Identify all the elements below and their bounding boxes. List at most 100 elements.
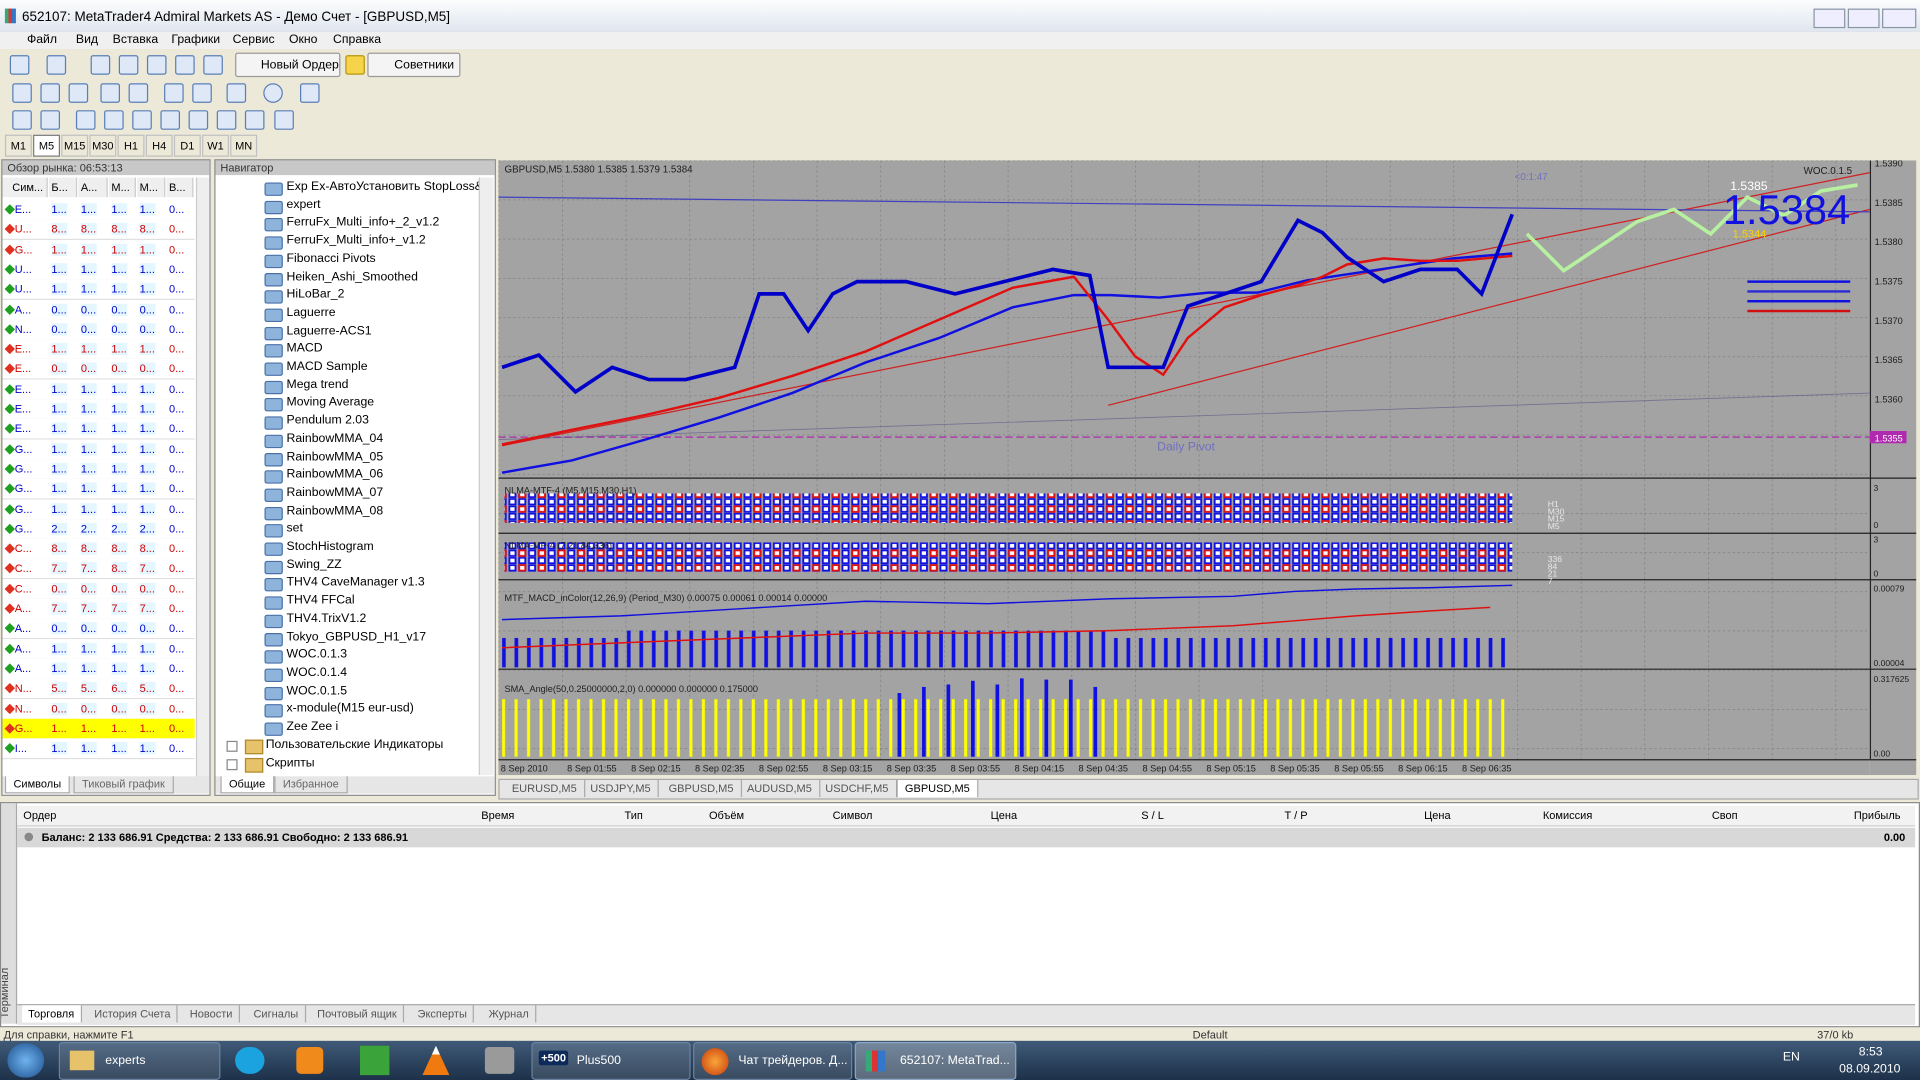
- indicators-icon[interactable]: [226, 83, 247, 103]
- column-header[interactable]: Цена: [1424, 809, 1451, 822]
- taskbar-item[interactable]: Чат трейдеров. Д...: [693, 1042, 853, 1080]
- navigator-item[interactable]: MACD: [286, 341, 323, 356]
- balance-row[interactable]: Баланс: 2 133 686.91 Средства: 2 133 686…: [17, 827, 1916, 848]
- column-header[interactable]: Объём: [708, 809, 745, 822]
- chart-tab[interactable]: AUDUSD,M5: [740, 780, 821, 798]
- column-header[interactable]: М...: [137, 177, 166, 198]
- column-header[interactable]: Б...: [48, 177, 78, 198]
- terminal-tab[interactable]: История Счета: [88, 1005, 178, 1023]
- market-row[interactable]: G... 1... 1... 1... 1... 0...: [2, 239, 195, 261]
- close-button[interactable]: [1882, 8, 1917, 29]
- market-row[interactable]: G... 1... 1... 1... 1... 0...: [2, 479, 195, 500]
- market-row[interactable]: C... 8... 8... 8... 8... 0...: [2, 538, 195, 560]
- column-header[interactable]: Прибыль: [1853, 809, 1901, 822]
- panel-tab[interactable]: Избранное: [274, 776, 348, 794]
- crosshair-icon[interactable]: [40, 110, 60, 130]
- column-header[interactable]: Тип: [624, 809, 643, 822]
- navigator-item[interactable]: THV4 FFCal: [286, 593, 355, 608]
- zoom-in-icon[interactable]: [100, 83, 120, 103]
- new-order-button[interactable]: Новый Ордер: [235, 52, 341, 78]
- market-row[interactable]: A... 0... 0... 0... 0... 0...: [2, 618, 195, 640]
- profiles-icon[interactable]: [46, 55, 67, 75]
- navigator-item[interactable]: Mega trend: [286, 377, 349, 392]
- market-row[interactable]: E... 0... 0... 0... 0... 0...: [2, 359, 195, 381]
- navigator-item[interactable]: WOC.0.1.5: [286, 683, 348, 698]
- navigator-item[interactable]: RainbowMMA_07: [286, 485, 384, 500]
- navigator-item[interactable]: WOC.0.1.4: [286, 665, 348, 680]
- market-row[interactable]: G... 1... 1... 1... 1... 0...: [2, 498, 195, 520]
- market-row[interactable]: G... 1... 1... 1... 1... 0...: [2, 459, 195, 480]
- panel-tab[interactable]: Тиковый график: [73, 776, 174, 794]
- market-row[interactable]: U... 1... 1... 1... 1... 0...: [2, 259, 195, 281]
- market-row[interactable]: A... 0... 0... 0... 0... 0...: [2, 299, 195, 321]
- fibo-icon[interactable]: [188, 110, 209, 130]
- tree-toggle[interactable]: [226, 740, 238, 752]
- terminal-tab[interactable]: Новости: [184, 1005, 240, 1023]
- candle-chart-icon[interactable]: [40, 83, 60, 103]
- arrows-icon[interactable]: [274, 110, 294, 130]
- column-header[interactable]: T / P: [1284, 809, 1308, 822]
- hline-icon[interactable]: [104, 110, 124, 130]
- navigator-item[interactable]: Fibonacci Pivots: [286, 251, 376, 266]
- vline-icon[interactable]: [75, 110, 96, 130]
- data-window-icon[interactable]: [118, 55, 139, 75]
- navigator-item[interactable]: expert: [286, 197, 321, 212]
- market-row[interactable]: N... 0... 0... 0... 0... 0...: [2, 319, 195, 341]
- column-header[interactable]: А...: [78, 177, 108, 198]
- navigator-item[interactable]: FerruFx_Multi_info+_v1.2: [286, 233, 426, 248]
- column-header[interactable]: Своп: [1711, 809, 1738, 822]
- templates-icon[interactable]: [300, 83, 320, 103]
- timeframe-button[interactable]: M30: [89, 134, 117, 157]
- experts-button[interactable]: Советники: [367, 52, 461, 78]
- navigator-item[interactable]: WOC.0.1.3: [286, 647, 348, 662]
- market-row[interactable]: E... 1... 1... 1... 1... 0...: [2, 339, 195, 361]
- bar-chart-icon[interactable]: [12, 83, 32, 103]
- menu-item[interactable]: Сервис: [232, 33, 275, 47]
- terminal-tab[interactable]: Эксперты: [411, 1005, 475, 1023]
- menu-item[interactable]: Вставка: [112, 33, 159, 47]
- timeframe-button[interactable]: M1: [4, 134, 32, 157]
- minimize-button[interactable]: [1813, 8, 1846, 29]
- text-icon[interactable]: [216, 110, 237, 130]
- timeframe-button[interactable]: M5: [33, 134, 60, 157]
- timeframe-button[interactable]: MN: [230, 134, 258, 157]
- column-header[interactable]: Комиссия: [1542, 809, 1593, 822]
- navigator-item[interactable]: Swing_ZZ: [286, 557, 342, 572]
- navigator-item[interactable]: Pendulum 2.03: [286, 413, 369, 428]
- tree-toggle[interactable]: [226, 759, 238, 771]
- terminal-tab[interactable]: Торговля: [22, 1005, 82, 1023]
- navigator-item[interactable]: THV4.TrixV1.2: [286, 611, 367, 626]
- timeframe-button[interactable]: M15: [61, 134, 89, 157]
- menu-item[interactable]: Графики: [171, 33, 221, 47]
- market-row[interactable]: U... 8... 8... 8... 8... 0...: [2, 219, 195, 241]
- column-header[interactable]: Ордер: [23, 809, 57, 822]
- navigator-item[interactable]: RainbowMMA_04: [286, 431, 384, 446]
- chart-tab[interactable]: GBPUSD,M5: [661, 780, 743, 798]
- panel-tab[interactable]: Символы: [4, 776, 70, 794]
- column-header[interactable]: Цена: [990, 809, 1018, 822]
- zoom-out-icon[interactable]: [128, 83, 149, 103]
- new-chart-icon[interactable]: [9, 55, 30, 75]
- menu-item[interactable]: Вид: [75, 33, 99, 47]
- market-row[interactable]: G... 1... 1... 1... 1... 0...: [2, 439, 195, 460]
- navigator-item[interactable]: RainbowMMA_08: [286, 503, 384, 518]
- trendline-icon[interactable]: [132, 110, 152, 130]
- menu-item[interactable]: Справка: [333, 33, 382, 47]
- player-icon[interactable]: [296, 1046, 324, 1074]
- navigator-item[interactable]: MACD Sample: [286, 360, 368, 374]
- taskbar-item[interactable]: experts: [58, 1042, 221, 1080]
- navigator-item[interactable]: Heiken_Ashi_Smoothed: [286, 270, 418, 284]
- vlc-icon[interactable]: [422, 1045, 450, 1076]
- terminal-tab[interactable]: Журнал: [482, 1005, 537, 1023]
- market-row[interactable]: G... 2... 2... 2... 2... 0...: [2, 518, 195, 540]
- terminal-tab[interactable]: Почтовый ящик: [311, 1005, 405, 1023]
- tools-icon[interactable]: [484, 1046, 515, 1074]
- market-row[interactable]: N... 0... 0... 0... 0... 0...: [2, 698, 195, 720]
- navigator-item[interactable]: Zee Zee i: [286, 720, 339, 734]
- maximize-button[interactable]: [1847, 8, 1880, 29]
- navigator-item[interactable]: x-module(M15 eur-usd): [286, 701, 414, 716]
- market-row[interactable]: G... 1... 1... 1... 1... 0...: [2, 718, 195, 740]
- taskbar-item[interactable]: +500 Plus500: [531, 1042, 691, 1080]
- menu-item[interactable]: Файл: [26, 33, 58, 47]
- market-row[interactable]: U... 1... 1... 1... 1... 0...: [2, 279, 195, 301]
